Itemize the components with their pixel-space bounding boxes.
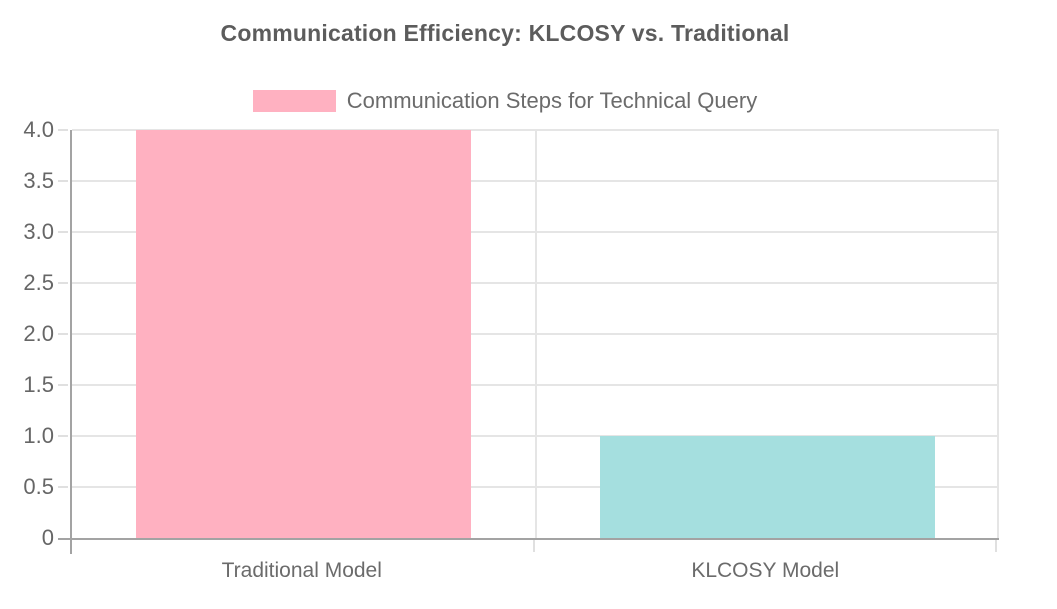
y-tick-label: 4.0 [23, 117, 54, 142]
y-tick-mark [58, 231, 68, 233]
y-tick-mark [58, 384, 68, 386]
x-tick-mark [995, 540, 997, 552]
legend-label: Communication Steps for Technical Query [346, 88, 758, 113]
legend-swatch-icon [252, 90, 336, 112]
y-tick-mark [58, 435, 68, 437]
legend[interactable]: Communication Steps for Technical Query [0, 88, 1010, 114]
plot-area [70, 129, 999, 540]
y-tick-label: 3.5 [23, 168, 54, 193]
y-tick-label: 0.5 [23, 474, 54, 499]
y-tick-label: 1.0 [23, 423, 54, 448]
y-tick-mark [58, 486, 68, 488]
chart-title: Communication Efficiency: KLCOSY vs. Tra… [220, 20, 790, 46]
bar-klcosy-model[interactable] [600, 436, 935, 538]
x-tick-mark [532, 540, 535, 552]
x-category-label: KLCOSY Model [691, 559, 840, 582]
y-tick-label: 2.5 [23, 270, 54, 295]
y-tick-label: 2.0 [23, 321, 54, 346]
x-axis-origin-tick [70, 538, 72, 554]
x-category-label: Traditional Model [221, 559, 382, 582]
y-tick-mark [58, 282, 68, 284]
v-gridline [534, 130, 537, 538]
y-tick-mark [58, 129, 68, 131]
y-tick-label: 1.5 [23, 372, 54, 397]
y-tick-mark [58, 180, 68, 182]
bar-traditional-model[interactable] [136, 130, 471, 538]
y-tick-mark [58, 333, 68, 335]
y-axis-origin-tick [58, 538, 70, 540]
y-tick-label: 3.0 [23, 219, 54, 244]
y-tick-label: 0 [41, 525, 54, 550]
v-gridline [997, 130, 999, 538]
